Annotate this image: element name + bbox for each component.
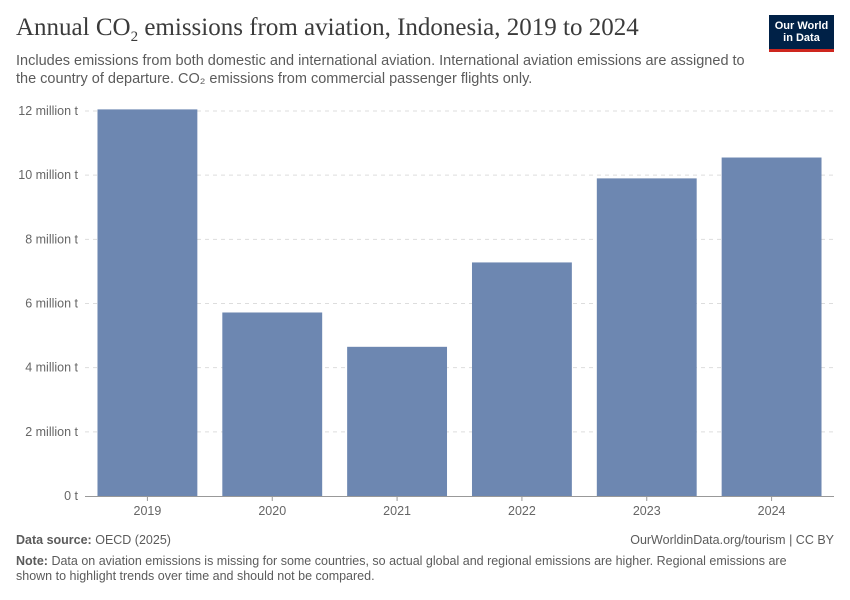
url-license[interactable]: OurWorldinData.org/tourism | CC BY [630, 533, 834, 547]
bar-2023[interactable] [596, 178, 697, 496]
chart-subtitle: Includes emissions from both domestic an… [16, 53, 745, 87]
axes: 0 t 2 million t 4 million t 6 million t 8 mi… [18, 104, 834, 518]
data-source-link[interactable]: OECD (2025) [95, 533, 171, 547]
x-tick-label: 2024 [758, 504, 786, 518]
y-tick-label: 10 million t [18, 168, 78, 182]
y-tick-label: 12 million t [18, 104, 78, 118]
x-tick-label: 2022 [508, 504, 536, 518]
bar-2022[interactable] [471, 262, 572, 496]
x-tick-label: 2020 [258, 504, 286, 518]
owid-logo[interactable]: Our World in Data [769, 15, 834, 52]
bar-2020[interactable] [222, 312, 323, 496]
y-tick-label: 4 million t [25, 361, 78, 375]
x-tick-label: 2019 [134, 504, 162, 518]
y-tick-label: 8 million t [25, 232, 78, 246]
y-tick-label: 6 million t [25, 297, 78, 311]
gridlines [85, 110, 834, 433]
y-tick-label: 0 t [64, 489, 78, 503]
chart-note: Note: Data on aviation emissions is miss… [16, 554, 787, 583]
bar-2021[interactable] [347, 346, 448, 496]
y-tick-label: 2 million t [25, 425, 78, 439]
bar-2024[interactable] [721, 157, 822, 497]
bars [97, 109, 822, 497]
logo-line-1: Our World [774, 20, 829, 32]
chart-title: Annual CO2 emissions from aviation, Indo… [16, 14, 639, 45]
data-source: Data source: OECD (2025) [16, 533, 171, 547]
x-tick-label: 2021 [383, 504, 411, 518]
logo-line-2: in Data [783, 32, 820, 44]
x-tick-label: 2023 [633, 504, 661, 518]
bar-2019[interactable] [97, 109, 198, 496]
